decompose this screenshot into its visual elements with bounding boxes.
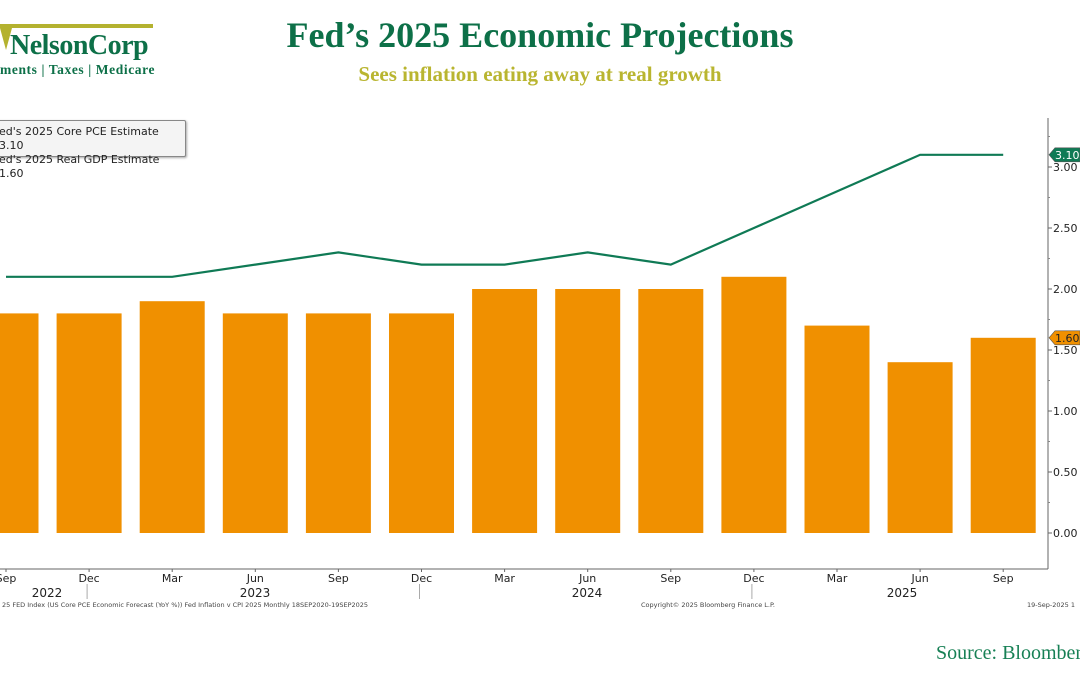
x-tick-label: Jun bbox=[911, 572, 929, 585]
bar-real-gdp bbox=[887, 362, 953, 533]
bar-real-gdp bbox=[0, 313, 39, 533]
chart-title: Fed’s 2025 Economic Projections bbox=[286, 15, 794, 55]
footer-index-text: 25 FED Index (US Core PCE Economic Forec… bbox=[2, 601, 369, 609]
core-pce-last-value-tag bbox=[1048, 147, 1080, 163]
x-tick-label: Sep bbox=[328, 572, 349, 585]
bar-real-gdp bbox=[222, 313, 288, 533]
x-tick-label: Jun bbox=[578, 572, 596, 585]
logo-name: NelsonCorp bbox=[10, 30, 149, 61]
y-tick-label: 0.50 bbox=[1053, 466, 1078, 479]
x-tick-label: Mar bbox=[162, 572, 183, 585]
logo-bar bbox=[0, 24, 153, 28]
chart-subtitle: Sees inflation eating away at real growt… bbox=[358, 62, 722, 86]
x-tick-label: Dec bbox=[78, 572, 99, 585]
bar-real-gdp bbox=[721, 276, 787, 533]
year-label: 2025 bbox=[887, 586, 918, 600]
legend-item-core-pce: ed's 2025 Core PCE Estimate 3.10 bbox=[0, 125, 159, 152]
x-tick-label: Sep bbox=[660, 572, 681, 585]
bar-real-gdp bbox=[804, 325, 870, 533]
footer-copyright: Copyright© 2025 Bloomberg Finance L.P. bbox=[641, 601, 775, 609]
core-pce-last-value-tag-label: 3.10 bbox=[1055, 149, 1080, 162]
x-tick-label: Dec bbox=[743, 572, 764, 585]
real-gdp-last-value-tag bbox=[1048, 330, 1080, 346]
bar-real-gdp bbox=[555, 289, 621, 533]
source-note: Source: Bloomber bbox=[936, 642, 1080, 664]
legend: ed's 2025 Core PCE Estimate 3.10 ed's 20… bbox=[0, 120, 186, 180]
y-tick-label: 1.50 bbox=[1053, 344, 1078, 357]
x-tick-label: Mar bbox=[827, 572, 848, 585]
footer-date: 19-Sep-2025 1 bbox=[1027, 601, 1075, 609]
bar-real-gdp bbox=[970, 337, 1036, 533]
bar-real-gdp bbox=[305, 313, 371, 533]
y-tick-label: 0.00 bbox=[1053, 527, 1078, 540]
bar-real-gdp bbox=[139, 301, 205, 533]
legend-item-real-gdp: ed's 2025 Real GDP Estimate 1.60 bbox=[0, 153, 160, 180]
real-gdp-last-value-tag-label: 1.60 bbox=[1055, 332, 1080, 345]
bar-real-gdp bbox=[638, 289, 704, 533]
year-label: 2022 bbox=[32, 586, 63, 600]
y-tick-label: 2.50 bbox=[1053, 222, 1078, 235]
x-tick-label: Sep bbox=[993, 572, 1014, 585]
x-tick-label: Jun bbox=[246, 572, 264, 585]
bar-real-gdp bbox=[472, 289, 538, 533]
y-tick-label: 3.00 bbox=[1053, 161, 1078, 174]
x-tick-label: Dec bbox=[411, 572, 432, 585]
logo-mark bbox=[0, 28, 12, 50]
bar-real-gdp bbox=[56, 313, 122, 533]
year-label: 2024 bbox=[572, 586, 603, 600]
x-tick-label: Mar bbox=[494, 572, 515, 585]
logo-tagline: ments | Taxes | Medicare bbox=[0, 62, 156, 77]
x-tick-label: Sep bbox=[0, 572, 16, 585]
bar-real-gdp bbox=[389, 313, 454, 533]
line-core-pce bbox=[6, 153, 1004, 278]
y-tick-label: 2.00 bbox=[1053, 283, 1078, 296]
year-label: 2023 bbox=[240, 586, 271, 600]
y-tick-label: 1.00 bbox=[1053, 405, 1078, 418]
